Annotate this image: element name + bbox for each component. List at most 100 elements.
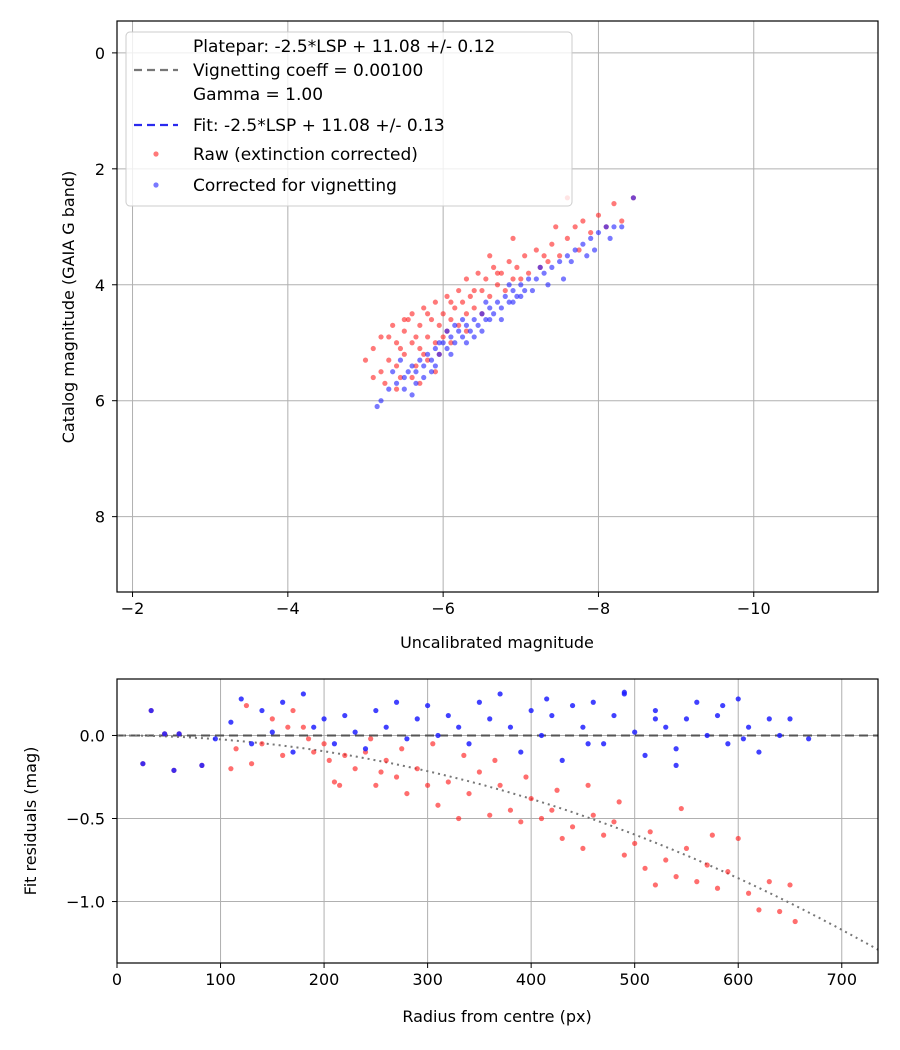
raw-residual-point xyxy=(569,824,576,830)
corrected-magnitude-point xyxy=(518,282,524,288)
raw-magnitude-point xyxy=(572,224,578,230)
raw-magnitude-point xyxy=(619,218,625,224)
corrected-residual-point xyxy=(171,767,177,773)
corrected-magnitude-point xyxy=(591,247,598,253)
corrected-magnitude-point xyxy=(514,293,520,299)
legend-box xyxy=(125,31,573,207)
corrected-magnitude-point xyxy=(498,316,504,323)
top-x-tick-label: −6 xyxy=(431,599,455,618)
raw-magnitude-point xyxy=(401,328,407,334)
legend-entry-label: Vignetting coeff = 0.00100 xyxy=(193,61,423,81)
raw-magnitude-point xyxy=(386,357,392,363)
raw-magnitude-point xyxy=(428,316,435,323)
raw-residual-point xyxy=(616,799,622,805)
raw-magnitude-point xyxy=(440,334,446,340)
corrected-magnitude-point xyxy=(487,316,493,323)
corrected-residual-point xyxy=(683,716,690,722)
raw-magnitude-point xyxy=(514,264,520,270)
raw-magnitude-point xyxy=(487,293,493,299)
corrected-residual-point xyxy=(238,696,244,702)
raw-residual-point xyxy=(259,741,265,747)
corrected-residual-point xyxy=(673,746,679,752)
raw-magnitude-point xyxy=(425,334,431,340)
corrected-residual-point xyxy=(176,731,182,737)
raw-residual-point xyxy=(435,802,441,808)
corrected-magnitude-point xyxy=(630,195,636,201)
corrected-residual-point xyxy=(590,699,596,705)
corrected-residual-point xyxy=(787,716,793,722)
raw-magnitude-point xyxy=(393,386,400,392)
corrected-magnitude-point xyxy=(541,270,547,276)
raw-residual-point xyxy=(647,829,653,835)
raw-residual-point xyxy=(373,782,379,788)
corrected-residual-point xyxy=(393,699,400,705)
corrected-magnitude-point xyxy=(529,287,536,294)
raw-magnitude-point xyxy=(467,293,473,299)
corrected-residual-point xyxy=(466,741,472,747)
corrected-residual-point xyxy=(248,741,255,747)
raw-residual-point xyxy=(678,805,684,812)
raw-magnitude-point xyxy=(533,247,539,253)
raw-magnitude-point xyxy=(595,212,602,218)
raw-magnitude-point xyxy=(370,374,376,381)
raw-magnitude-point xyxy=(475,270,481,276)
corrected-residual-point xyxy=(621,689,627,695)
raw-residual-point xyxy=(621,852,627,858)
bottom-x-axis-label: Radius from centre (px) xyxy=(402,1007,591,1026)
corrected-residual-point xyxy=(280,699,286,705)
corrected-residual-point xyxy=(228,719,234,725)
corrected-residual-point xyxy=(740,736,747,742)
raw-residual-point xyxy=(585,782,591,788)
raw-residual-point xyxy=(399,746,405,752)
bottom-x-tick-label: 400 xyxy=(516,970,547,989)
raw-magnitude-point xyxy=(409,340,415,346)
top-x-tick-label: −8 xyxy=(587,599,611,618)
corrected-magnitude-point xyxy=(448,334,454,340)
raw-residual-point xyxy=(393,774,400,780)
raw-residual-point xyxy=(456,815,462,822)
corrected-magnitude-point xyxy=(401,386,407,392)
corrected-magnitude-point xyxy=(444,328,450,334)
raw-magnitude-point xyxy=(440,311,446,317)
corrected-magnitude-point xyxy=(595,229,602,236)
raw-magnitude-point xyxy=(525,270,532,276)
corrected-magnitude-point xyxy=(572,247,578,253)
top-ticks: −2 −4 −6 −8 −10 0 2 4 6 8 xyxy=(95,44,771,618)
corrected-residual-point xyxy=(435,732,441,739)
raw-magnitude-point xyxy=(611,201,617,207)
top-x-axis-label: Uncalibrated magnitude xyxy=(400,633,594,652)
bottom-x-tick-label: 300 xyxy=(412,970,443,989)
corrected-residual-point xyxy=(414,716,420,722)
corrected-magnitude-point xyxy=(584,253,590,259)
vignetting-model-curve xyxy=(117,734,879,951)
corrected-magnitude-point xyxy=(479,311,485,317)
corrected-magnitude-point xyxy=(459,316,466,323)
raw-magnitude-point xyxy=(378,369,384,375)
raw-residual-point xyxy=(554,787,560,793)
bottom-x-tick-label: 700 xyxy=(826,970,857,989)
corrected-residual-point xyxy=(383,724,389,730)
raw-residual-point xyxy=(528,795,534,802)
raw-residual-point xyxy=(538,815,545,822)
raw-magnitude-point xyxy=(390,322,396,328)
raw-magnitude-point xyxy=(417,345,423,352)
raw-magnitude-point xyxy=(502,287,508,294)
corrected-magnitude-point xyxy=(390,369,396,375)
raw-magnitude-point xyxy=(413,334,419,340)
raw-magnitude-point xyxy=(510,235,516,241)
bottom-x-tick-label: 200 xyxy=(309,970,340,989)
corrected-magnitude-point xyxy=(494,299,501,305)
corrected-magnitude-point xyxy=(533,276,539,282)
corrected-magnitude-point xyxy=(432,363,438,369)
raw-magnitude-point xyxy=(456,287,462,294)
corrected-magnitude-point xyxy=(510,287,516,294)
corrected-residual-point xyxy=(352,729,358,735)
raw-magnitude-point xyxy=(409,311,415,317)
corrected-residual-point xyxy=(445,712,451,719)
raw-magnitude-point xyxy=(471,287,477,294)
raw-residual-point xyxy=(476,769,482,775)
raw-magnitude-point xyxy=(397,374,404,381)
bottom-x-tick-label: 500 xyxy=(619,970,650,989)
